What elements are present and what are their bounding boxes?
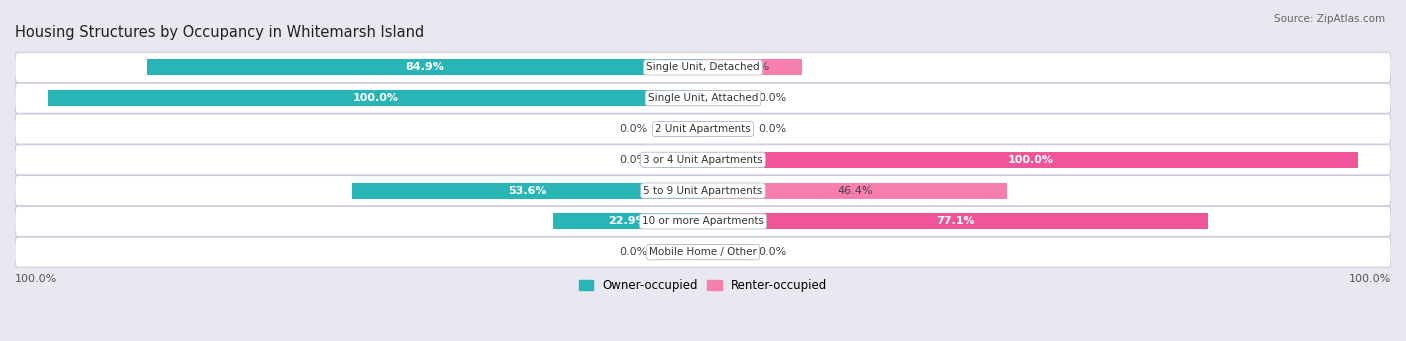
Text: 2 Unit Apartments: 2 Unit Apartments [655,124,751,134]
Text: Housing Structures by Occupancy in Whitemarsh Island: Housing Structures by Occupancy in White… [15,25,425,40]
Bar [703,182,1007,198]
Text: 100.0%: 100.0% [1008,155,1053,165]
FancyBboxPatch shape [15,206,1391,236]
Text: 46.4%: 46.4% [837,186,873,196]
Text: 15.1%: 15.1% [735,62,770,72]
Bar [657,121,703,137]
Text: 53.6%: 53.6% [508,186,547,196]
FancyBboxPatch shape [15,83,1391,113]
Text: 84.9%: 84.9% [405,62,444,72]
Bar [146,59,703,75]
Bar [703,90,749,106]
Text: 10 or more Apartments: 10 or more Apartments [643,217,763,226]
Bar [703,121,749,137]
Bar [703,59,801,75]
Bar [657,152,703,168]
Text: 100.0%: 100.0% [1348,274,1391,284]
Text: 0.0%: 0.0% [759,93,787,103]
Text: 3 or 4 Unit Apartments: 3 or 4 Unit Apartments [643,155,763,165]
Text: 77.1%: 77.1% [936,217,974,226]
Legend: Owner-occupied, Renter-occupied: Owner-occupied, Renter-occupied [574,274,832,297]
Text: 5 to 9 Unit Apartments: 5 to 9 Unit Apartments [644,186,762,196]
Bar [703,152,1358,168]
Text: 0.0%: 0.0% [619,155,647,165]
Text: Single Unit, Detached: Single Unit, Detached [647,62,759,72]
Bar [553,213,703,229]
Bar [703,213,1208,229]
Bar [703,244,749,260]
Text: 22.9%: 22.9% [609,217,647,226]
Text: 100.0%: 100.0% [353,93,398,103]
Text: 0.0%: 0.0% [619,124,647,134]
FancyBboxPatch shape [15,237,1391,267]
Text: Mobile Home / Other: Mobile Home / Other [650,247,756,257]
Text: 0.0%: 0.0% [759,124,787,134]
FancyBboxPatch shape [15,114,1391,144]
Text: 100.0%: 100.0% [15,274,58,284]
Bar [657,244,703,260]
Text: 0.0%: 0.0% [619,247,647,257]
FancyBboxPatch shape [15,53,1391,83]
Bar [352,182,703,198]
Bar [48,90,703,106]
FancyBboxPatch shape [15,176,1391,206]
Text: Single Unit, Attached: Single Unit, Attached [648,93,758,103]
Text: Source: ZipAtlas.com: Source: ZipAtlas.com [1274,14,1385,24]
Text: 0.0%: 0.0% [759,247,787,257]
FancyBboxPatch shape [15,145,1391,175]
